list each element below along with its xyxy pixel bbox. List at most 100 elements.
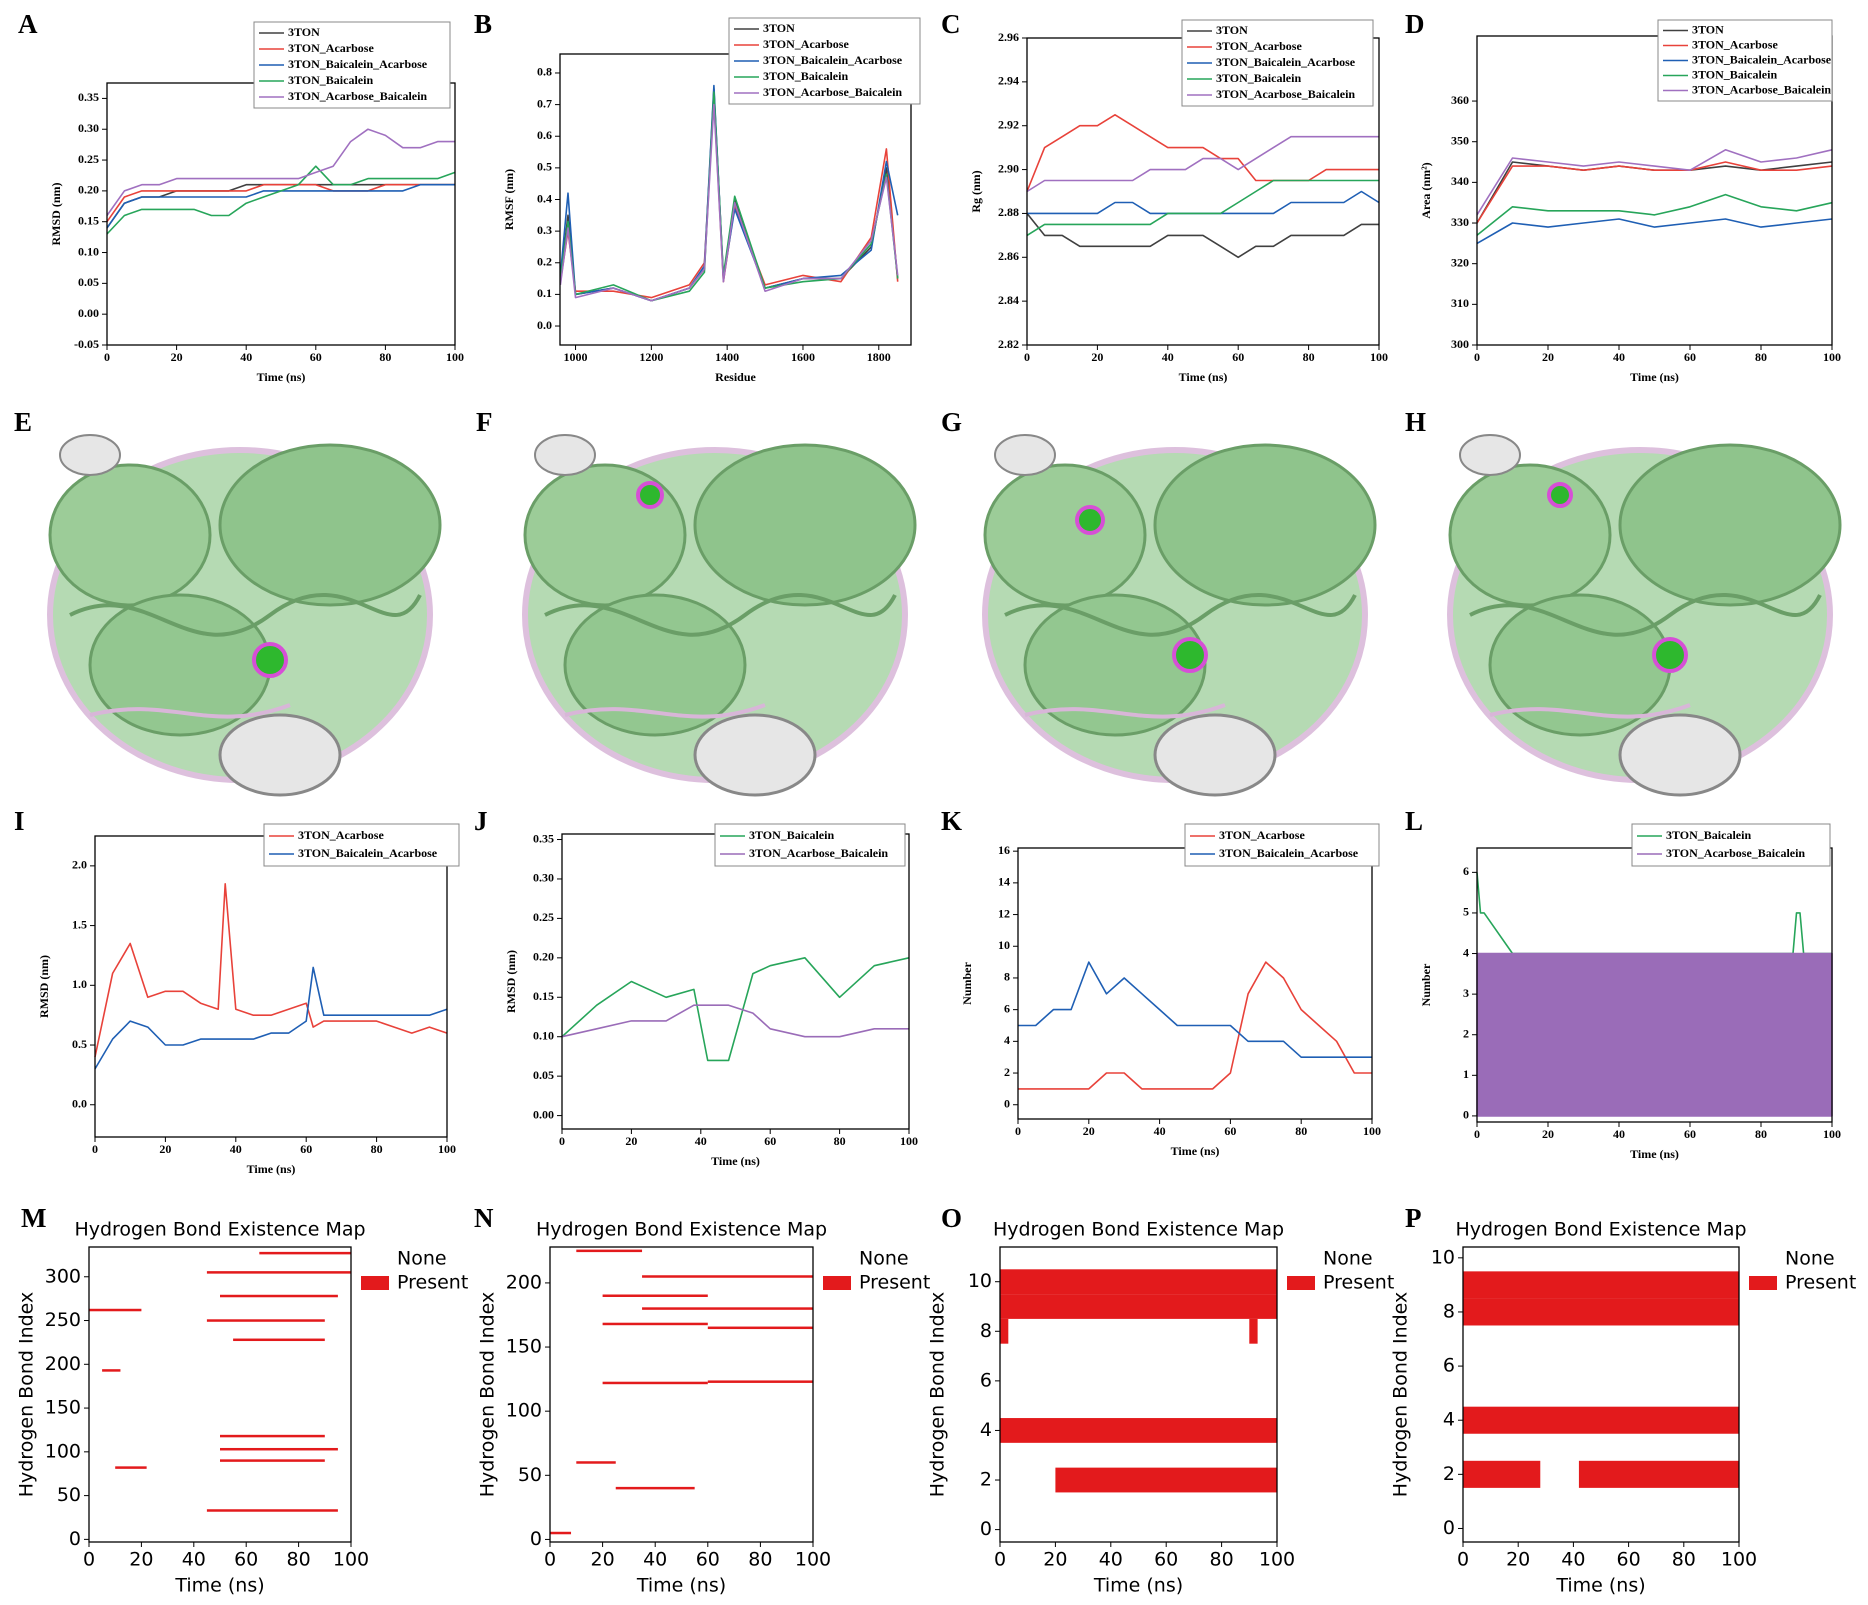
y-tick-label: 1.0 (72, 977, 87, 991)
x-axis-label: Time (ns) (711, 1154, 760, 1168)
legend-label: 3TON_Baicalein (763, 69, 848, 83)
legend-label: 3TON_Baicalein (1692, 67, 1777, 81)
hbond-present (220, 1434, 325, 1438)
legend-label: 3TON_Acarbose_Baicalein (763, 85, 902, 99)
y-tick-label: 0 (1443, 1517, 1455, 1539)
y-tick-label: 0.05 (78, 275, 99, 289)
x-tick-label: 100 (1259, 1549, 1295, 1571)
series-line (1018, 961, 1372, 1090)
x-tick-label: 60 (1232, 350, 1244, 364)
structure-g (985, 435, 1375, 795)
plot-frame (1476, 35, 1833, 346)
legend-box (728, 17, 921, 105)
series-line (1027, 190, 1380, 215)
hbond-present (89, 1308, 142, 1312)
y-tick-label: 0.20 (533, 950, 554, 964)
legend-swatch (361, 1252, 389, 1266)
y-tick-label: 1 (1463, 1067, 1469, 1081)
legend-label: 3TON_Baicalein (749, 828, 834, 842)
y-tick-label: 0 (1463, 1108, 1469, 1122)
chart-title: Hydrogen Bond Existence Map (993, 1219, 1284, 1241)
ligand (1075, 505, 1105, 535)
plot-frame (549, 1246, 814, 1543)
x-tick-label: 100 (1823, 350, 1841, 364)
y-tick-label: 2.88 (998, 205, 1019, 219)
y-tick-label: 0.7 (537, 96, 552, 110)
y-tick-label: 8 (1443, 1300, 1455, 1322)
series-area (1476, 952, 1833, 1117)
series-line (94, 966, 448, 1070)
x-tick-label: 80 (287, 1549, 311, 1571)
panel-label: N (474, 1203, 494, 1233)
series-line (1026, 179, 1379, 237)
series-line (1026, 212, 1379, 259)
panel-label: I (14, 806, 25, 836)
x-tick-label: 0 (1474, 350, 1480, 364)
x-tick-label: 60 (1684, 350, 1696, 364)
x-axis-label: Time (ns) (174, 1575, 264, 1597)
hbond-present (615, 1486, 695, 1490)
hbond-present (259, 1251, 351, 1255)
panel-label: A (18, 9, 38, 39)
legend-label: 3TON_Acarbose (1216, 39, 1302, 53)
legend-label: 3TON_Baicalein (288, 73, 373, 87)
x-tick-label: 20 (1091, 350, 1103, 364)
legend-swatch (1749, 1276, 1777, 1290)
hbond-present (1000, 1294, 1277, 1319)
y-tick-label: 10 (1431, 1246, 1455, 1268)
x-tick-label: 80 (1210, 1549, 1234, 1571)
y-tick-label: 2.84 (998, 293, 1019, 307)
y-tick-label: 2 (1443, 1463, 1455, 1485)
legend-label: 3TON_Baicalein_Acarbose (1219, 846, 1359, 860)
x-tick-label: 40 (1099, 1549, 1123, 1571)
x-tick-label: 80 (1303, 350, 1315, 364)
hbond-present (220, 1447, 338, 1451)
y-tick-label: 360 (1451, 93, 1469, 107)
hbond-present (602, 1294, 708, 1297)
x-tick-label: 20 (129, 1549, 153, 1571)
panel-label: J (474, 806, 488, 836)
y-tick-label: 0 (980, 1518, 992, 1540)
hbond-present (1578, 1460, 1739, 1488)
y-axis-label: Hydrogen Bond Index (1390, 1292, 1412, 1498)
x-tick-label: 40 (1162, 350, 1174, 364)
legend-box (1184, 823, 1380, 867)
x-tick-label: 80 (1672, 1549, 1696, 1571)
y-tick-label: 0.30 (533, 871, 554, 885)
y-tick-label: 0 (69, 1528, 81, 1550)
ligand (1547, 482, 1573, 508)
hbond-present (1055, 1467, 1277, 1493)
legend-swatch (823, 1252, 851, 1266)
legend-label: None (1785, 1248, 1835, 1270)
x-tick-label: 40 (182, 1549, 206, 1571)
legend-label: 3TON_Acarbose (288, 41, 374, 55)
legend-label: 3TON_Acarbose (298, 828, 384, 842)
y-tick-label: 0.10 (78, 244, 99, 258)
x-tick-label: 100 (1370, 350, 1388, 364)
x-tick-label: 100 (438, 1142, 456, 1156)
y-tick-label: 150 (45, 1397, 81, 1419)
plot-frame (88, 1246, 352, 1543)
y-tick-label: 0.0 (72, 1097, 87, 1111)
x-tick-label: 60 (764, 1134, 776, 1148)
hbond-present (642, 1275, 813, 1278)
x-axis-label: Time (ns) (1093, 1575, 1183, 1597)
x-tick-label: 40 (1154, 1124, 1166, 1138)
y-tick-label: 6 (1463, 864, 1469, 878)
panel-label: P (1405, 1203, 1422, 1233)
panel-label: H (1405, 407, 1426, 437)
y-tick-label: 2.82 (998, 337, 1019, 351)
series-line (94, 883, 448, 1058)
hbond-present (1249, 1318, 1258, 1344)
y-tick-label: 0.15 (533, 989, 554, 1003)
legend-label: 3TON_Acarbose (763, 37, 849, 51)
x-tick-label: 60 (1154, 1549, 1178, 1571)
series-line (1476, 161, 1833, 224)
panel-label: K (941, 806, 962, 836)
x-tick-label: 60 (696, 1549, 720, 1571)
legend-label: 3TON_Baicalein (1666, 828, 1751, 842)
hbond-present (1463, 1271, 1739, 1299)
x-tick-label: 40 (643, 1549, 667, 1571)
x-tick-label: 80 (371, 1142, 383, 1156)
x-axis-label: Time (ns) (1179, 370, 1228, 384)
